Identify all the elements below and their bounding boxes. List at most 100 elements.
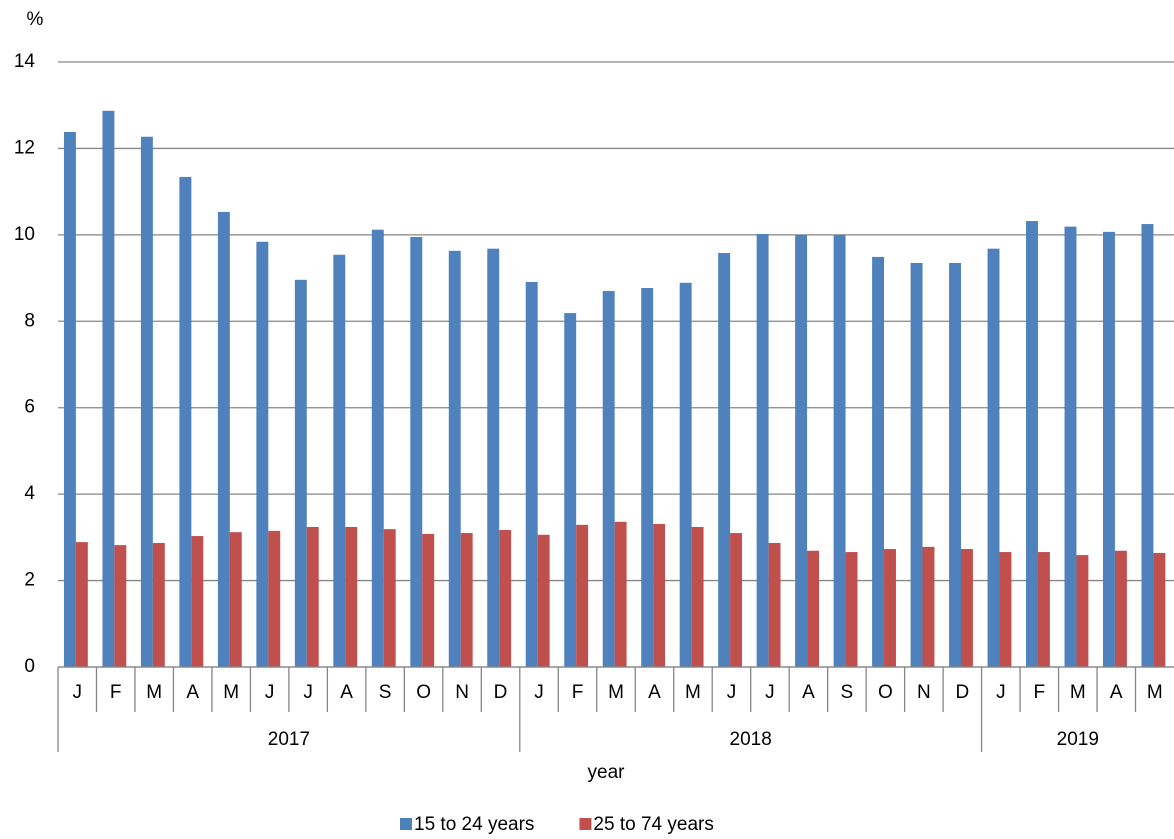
bar <box>410 237 423 667</box>
x-tick-label: M <box>1147 682 1163 703</box>
bar <box>845 552 858 667</box>
x-tick-label: J <box>765 682 775 703</box>
x-tick-label: S <box>841 682 854 703</box>
bar <box>537 534 550 667</box>
x-tick-label: J <box>72 682 82 703</box>
bar <box>371 229 384 667</box>
bar <box>653 523 666 667</box>
x-tick-label: D <box>955 682 969 703</box>
bar <box>256 241 269 667</box>
bar <box>1153 552 1166 667</box>
legend-label: 15 to 24 years <box>414 814 534 835</box>
x-tick-label: D <box>494 682 508 703</box>
x-tick-label: F <box>1034 682 1046 703</box>
bar <box>306 526 319 667</box>
y-tick-label: 10 <box>14 224 35 245</box>
bar <box>460 533 473 667</box>
y-tick-label: 2 <box>24 570 35 591</box>
x-axis-label: year <box>588 762 626 783</box>
x-tick-label: O <box>878 682 893 703</box>
y-tick-label: 4 <box>24 483 35 504</box>
bar <box>833 234 846 667</box>
bar <box>1141 224 1154 667</box>
x-tick-label: M <box>146 682 162 703</box>
bar <box>217 211 230 668</box>
bar <box>333 254 346 667</box>
bar <box>448 250 461 667</box>
group-label: 2018 <box>730 729 772 750</box>
group-label: 2017 <box>268 729 310 750</box>
x-tick-label: J <box>303 682 313 703</box>
bar <box>807 550 819 667</box>
y-axis-label: % <box>27 9 44 30</box>
bar <box>487 248 500 667</box>
x-tick-label: S <box>379 682 392 703</box>
bar <box>1102 231 1115 667</box>
bar <box>229 532 242 667</box>
x-tick-label: M <box>223 682 239 703</box>
bar <box>949 262 961 667</box>
x-tick-label: J <box>727 682 737 703</box>
group-label: 2019 <box>1057 729 1099 750</box>
bar <box>1026 221 1038 667</box>
bar <box>910 262 923 667</box>
bar <box>345 526 358 667</box>
y-tick-label: 8 <box>24 310 35 331</box>
bar <box>999 552 1012 667</box>
bar <box>114 545 127 667</box>
x-tick-label: A <box>1110 682 1123 703</box>
bar <box>63 132 76 667</box>
bar <box>922 546 935 667</box>
bar <box>960 549 973 667</box>
legend-label: 25 to 74 years <box>593 814 713 835</box>
bar <box>140 136 153 667</box>
bar <box>179 176 192 667</box>
bar <box>602 291 615 667</box>
bar <box>614 521 627 667</box>
x-tick-label: F <box>110 682 122 703</box>
x-tick-label: J <box>265 682 275 703</box>
bar <box>987 248 1000 667</box>
x-tick-label: M <box>608 682 624 703</box>
bar <box>422 533 435 667</box>
bar <box>730 533 743 667</box>
bar <box>756 233 769 667</box>
y-tick-label: 12 <box>14 137 35 158</box>
bar <box>525 281 538 667</box>
bar <box>499 530 512 667</box>
x-tick-label: J <box>534 682 544 703</box>
bar <box>872 256 885 667</box>
y-tick-label: 6 <box>24 397 35 418</box>
bar <box>564 313 577 667</box>
legend-swatch <box>579 818 592 830</box>
bar <box>102 110 115 667</box>
y-tick-label: 0 <box>24 656 35 677</box>
bar <box>294 279 307 667</box>
x-tick-label: A <box>186 682 199 703</box>
bar <box>75 542 88 667</box>
bar <box>1037 552 1050 667</box>
bar <box>576 524 589 667</box>
x-tick-label: A <box>340 682 353 703</box>
bar <box>718 253 731 667</box>
x-tick-label: J <box>996 682 1006 703</box>
bar <box>691 526 704 667</box>
bar <box>768 542 781 667</box>
x-tick-label: N <box>455 682 469 703</box>
x-tick-label: A <box>802 682 815 703</box>
bar <box>191 536 204 667</box>
x-tick-label: M <box>1070 682 1086 703</box>
bar <box>152 542 165 667</box>
bar <box>1114 550 1127 667</box>
bar <box>383 529 396 667</box>
x-tick-label: A <box>648 682 661 703</box>
legend-swatch <box>400 818 412 830</box>
x-tick-label: N <box>917 682 931 703</box>
bar <box>268 530 281 667</box>
bar <box>1076 555 1089 667</box>
x-tick-label: F <box>572 682 584 703</box>
bar <box>679 282 692 667</box>
x-tick-label: O <box>416 682 431 703</box>
bar <box>641 288 654 667</box>
